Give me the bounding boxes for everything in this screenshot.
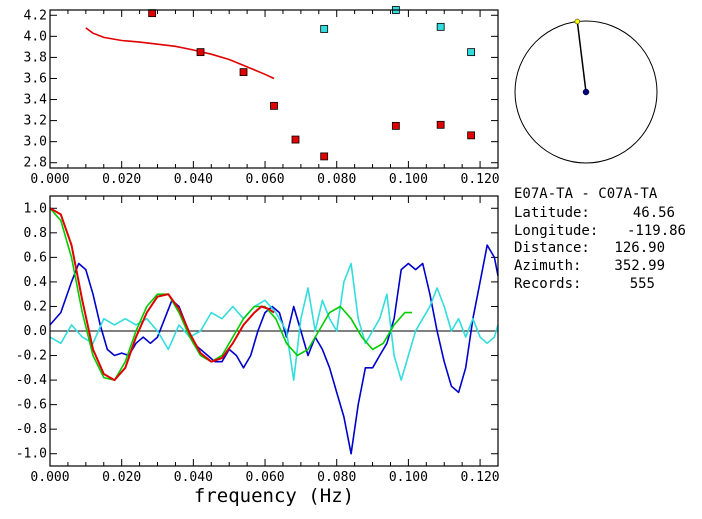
top-x-tick-labels: 0.000 0.020 0.040 0.060 0.080 0.100 0.120 bbox=[30, 172, 499, 187]
bottom-axis-ticks bbox=[49, 196, 499, 466]
correlation-series-line bbox=[49, 207, 412, 381]
bottom-y-tick-label: -0.4 bbox=[16, 373, 47, 388]
distance-label: Distance: bbox=[514, 240, 590, 256]
bottom-y-tick-labels: 1.0 0.8 0.6 0.4 0.2 0.0 -0.2 -0.4 -0.6 -0.8 -1.0 bbox=[16, 201, 47, 461]
correlation-series-line bbox=[49, 244, 499, 455]
bottom-y-tick-label: -0.8 bbox=[16, 422, 47, 437]
fit-curve bbox=[85, 27, 275, 80]
x-axis-label: frequency (Hz) bbox=[194, 485, 354, 507]
correlation-panel: 0.000 0.020 0.040 0.060 0.080 0.100 0.120 1.0 0… bbox=[16, 195, 500, 507]
correlation-series-line bbox=[49, 207, 275, 382]
top-x-tick-label: 0.100 bbox=[389, 172, 428, 187]
records-value: 555 bbox=[630, 276, 655, 292]
bottom-y-tick-label: 0.8 bbox=[24, 226, 47, 241]
top-y-tick-label: 2.8 bbox=[24, 156, 47, 171]
bottom-x-tick-labels: 0.000 0.020 0.040 0.060 0.080 0.100 0.120 bbox=[30, 470, 499, 485]
correlation-series-line bbox=[49, 262, 499, 381]
bottom-y-tick-label: -1.0 bbox=[16, 447, 47, 462]
top-y-tick-labels: 2.8 3.0 3.2 3.4 3.6 3.8 4.0 4.2 bbox=[24, 8, 48, 170]
top-y-tick-label: 4.2 bbox=[24, 8, 47, 23]
azimuth-label: Azimuth: bbox=[514, 258, 581, 274]
velocity-point bbox=[467, 48, 476, 57]
bottom-x-tick-label: 0.060 bbox=[245, 470, 284, 485]
azimuth-dial bbox=[514, 18, 658, 164]
top-y-tick-label: 3.6 bbox=[24, 71, 47, 86]
velocity-point bbox=[239, 68, 248, 77]
bottom-y-tick-label: 0.6 bbox=[24, 250, 47, 265]
bottom-x-tick-label: 0.040 bbox=[174, 470, 213, 485]
bottom-y-tick-label: 0.4 bbox=[24, 275, 48, 290]
velocity-point bbox=[291, 135, 300, 144]
top-x-tick-label: 0.120 bbox=[461, 172, 500, 187]
distance-value: 126.90 bbox=[614, 240, 665, 256]
velocity-point bbox=[270, 101, 278, 110]
top-plot-frame bbox=[49, 9, 499, 169]
velocity-point bbox=[391, 121, 400, 130]
velocity-point bbox=[436, 22, 445, 31]
velocity-point bbox=[148, 9, 157, 18]
latitude-value: 46.56 bbox=[633, 205, 675, 221]
top-x-tick-label: 0.040 bbox=[174, 172, 213, 187]
bottom-x-tick-label: 0.100 bbox=[389, 470, 428, 485]
bottom-x-tick-label: 0.120 bbox=[461, 470, 500, 485]
azimuth-value: 352.99 bbox=[614, 258, 665, 274]
station-info: E07A-TA - C07A-TA Latitude: 46.56 Longit… bbox=[514, 186, 686, 292]
station-pair: E07A-TA - C07A-TA bbox=[514, 186, 658, 202]
bottom-y-tick-label: -0.2 bbox=[16, 349, 47, 364]
top-y-tick-label: 3.2 bbox=[24, 114, 47, 129]
records-label: Records: bbox=[514, 276, 581, 292]
top-x-tick-label: 0.000 bbox=[30, 172, 69, 187]
bottom-x-tick-label: 0.080 bbox=[317, 470, 356, 485]
bottom-x-tick-label: 0.000 bbox=[30, 470, 69, 485]
top-y-tick-label: 3.8 bbox=[24, 50, 47, 65]
bottom-x-tick-label: 0.020 bbox=[102, 470, 141, 485]
top-x-tick-label: 0.020 bbox=[102, 172, 141, 187]
top-y-tick-label: 3.0 bbox=[24, 135, 47, 150]
phase-velocity-panel: 0.000 0.020 0.040 0.060 0.080 0.100 0.120 2.8 3… bbox=[24, 6, 500, 187]
bottom-y-tick-label: 0.2 bbox=[24, 299, 47, 314]
top-x-tick-label: 0.080 bbox=[317, 172, 356, 187]
latitude-label: Latitude: bbox=[514, 205, 590, 221]
top-x-tick-label: 0.060 bbox=[245, 172, 284, 187]
azimuth-dial-circle bbox=[514, 20, 658, 164]
bottom-y-tick-label: 1.0 bbox=[24, 201, 47, 216]
azimuth-needle bbox=[576, 21, 587, 93]
velocity-point bbox=[320, 152, 329, 161]
bottom-y-tick-label: -0.6 bbox=[16, 398, 47, 413]
velocity-point bbox=[320, 25, 329, 33]
longitude-value: -119.86 bbox=[627, 223, 686, 239]
velocity-point bbox=[196, 48, 205, 57]
top-y-tick-label: 3.4 bbox=[24, 93, 48, 108]
velocity-point bbox=[467, 131, 476, 140]
top-axis-ticks bbox=[49, 10, 499, 168]
correlation-curves bbox=[49, 207, 499, 455]
dial-tip-dot bbox=[574, 18, 581, 25]
bottom-plot-frame bbox=[49, 195, 499, 467]
dial-center-dot bbox=[582, 88, 590, 96]
velocity-point bbox=[436, 120, 445, 129]
top-y-tick-label: 4.0 bbox=[24, 29, 47, 44]
longitude-label: Longitude: bbox=[514, 223, 598, 239]
phase-velocity-marks bbox=[85, 6, 476, 161]
bottom-y-tick-label: 0.0 bbox=[24, 324, 47, 339]
